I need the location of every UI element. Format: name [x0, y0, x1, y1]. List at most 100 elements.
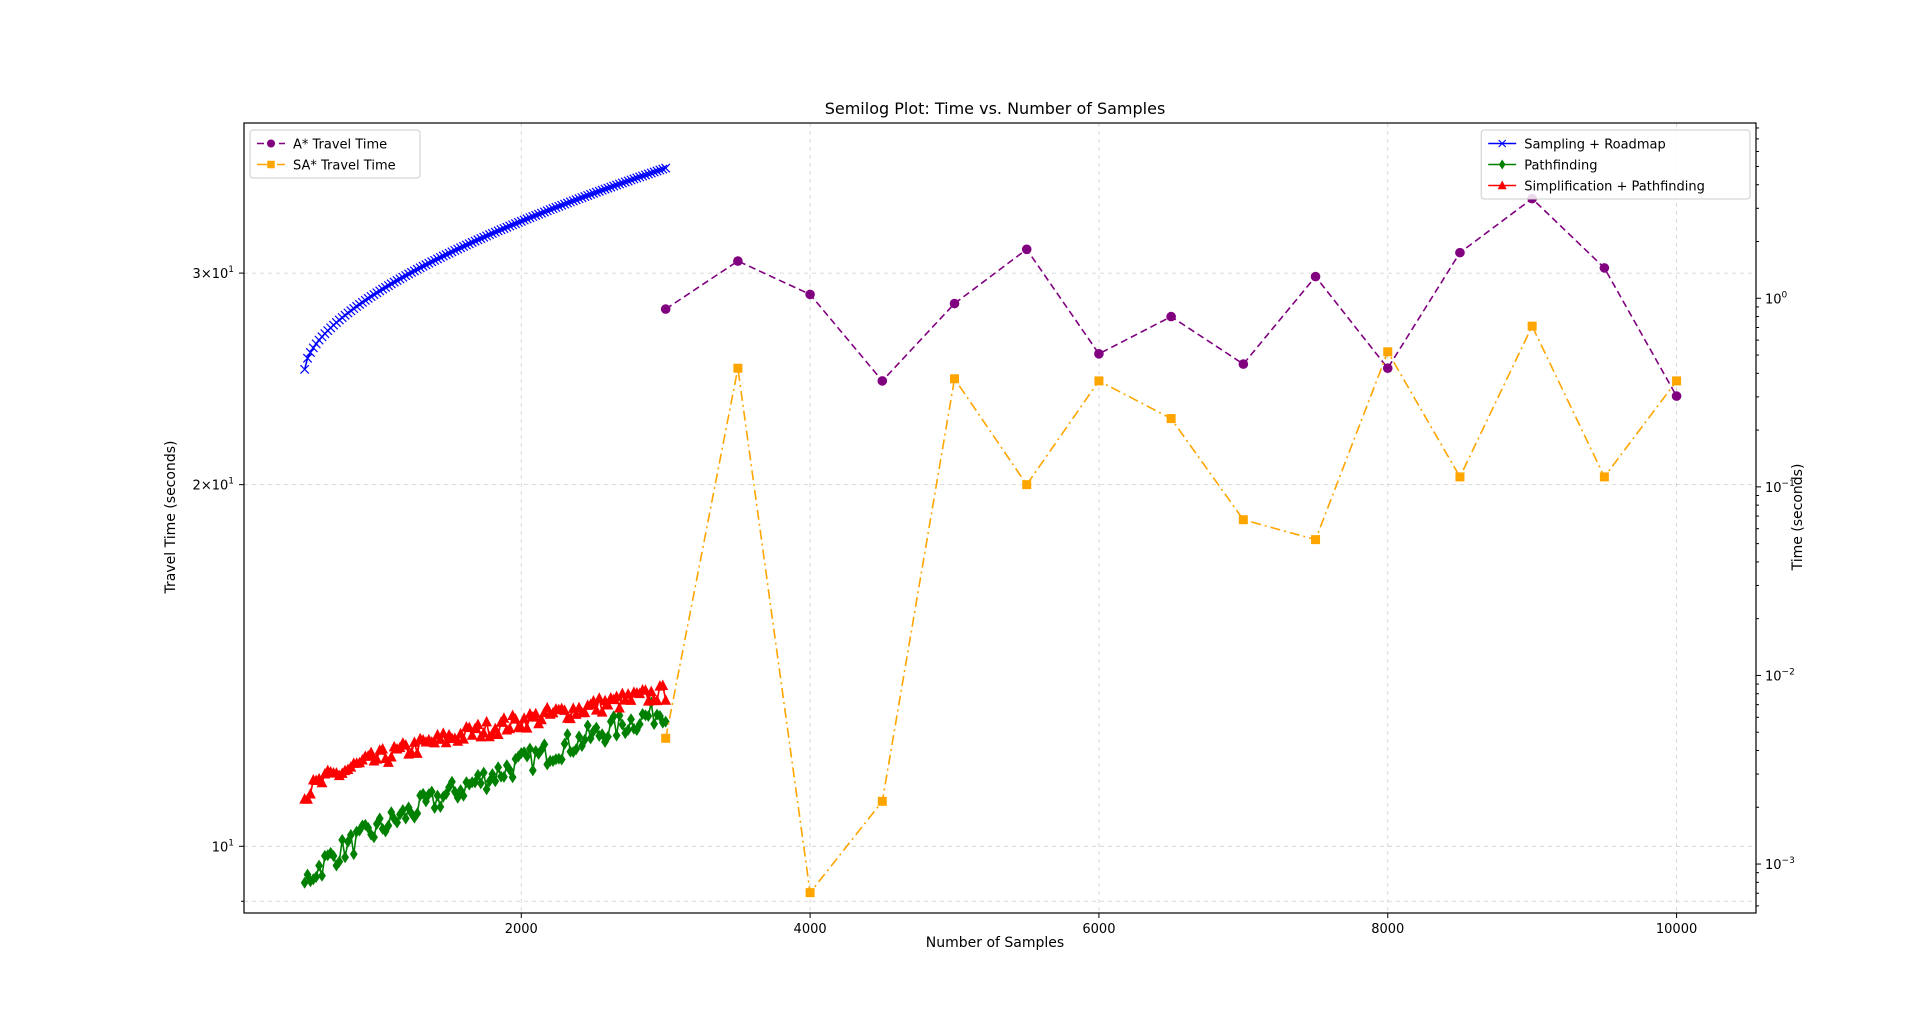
data-point	[548, 203, 558, 214]
data-point	[625, 694, 637, 705]
right-y-tick-label: 100	[1765, 290, 1788, 307]
data-point	[329, 850, 338, 863]
data-point	[526, 742, 534, 755]
data-point	[733, 256, 743, 266]
data-point	[655, 165, 665, 175]
x-tick-label: 4000	[794, 922, 827, 937]
data-point	[459, 789, 468, 802]
data-point	[471, 776, 479, 789]
x-marker-stroke	[430, 255, 440, 265]
data-point	[493, 226, 503, 236]
x-marker-stroke	[455, 243, 466, 253]
data-point	[418, 261, 428, 271]
x-marker-stroke	[620, 177, 630, 187]
data-point	[588, 188, 599, 198]
x-marker-stroke	[308, 343, 318, 353]
legend-entry: SA* Travel Time	[257, 159, 396, 174]
data-point	[464, 239, 474, 249]
x-marker-stroke	[614, 179, 625, 189]
data-point	[1455, 472, 1465, 482]
x-marker-stroke	[617, 178, 627, 188]
data-point	[609, 181, 619, 191]
data-point	[366, 291, 376, 302]
x-marker-stroke	[658, 164, 668, 174]
data-point	[574, 194, 584, 204]
data-point	[557, 200, 567, 210]
data-point	[487, 228, 498, 239]
x-marker-stroke	[585, 189, 596, 200]
data-point	[632, 173, 642, 183]
x-marker-stroke	[487, 228, 498, 239]
data-point	[400, 739, 412, 750]
data-point	[371, 753, 383, 764]
data-point	[540, 738, 549, 751]
data-point	[504, 722, 516, 734]
data-point	[424, 258, 434, 268]
x-marker-stroke	[600, 184, 610, 194]
x-marker-stroke	[597, 185, 607, 195]
data-point	[1238, 359, 1249, 369]
legend-label: Simplification + Pathfinding	[1524, 180, 1705, 195]
data-point	[461, 240, 472, 250]
data-point	[433, 789, 442, 802]
data-point	[510, 218, 521, 229]
x-marker-stroke	[398, 272, 408, 282]
data-point	[378, 822, 387, 835]
data-point	[429, 736, 441, 748]
data-point	[949, 298, 960, 309]
x-marker-stroke	[378, 284, 388, 294]
data-point	[498, 712, 510, 723]
x-marker-stroke	[655, 165, 665, 175]
x-marker-stroke	[302, 353, 313, 363]
data-point	[305, 347, 316, 358]
x-marker-stroke	[401, 270, 411, 281]
x-marker-stroke	[438, 251, 448, 261]
x-marker-stroke	[386, 279, 396, 289]
data-point	[316, 776, 328, 788]
data-point	[805, 289, 815, 300]
x-marker-stroke	[533, 209, 544, 219]
x-marker-stroke	[305, 347, 316, 358]
data-point	[505, 221, 515, 231]
legend-label: Pathfinding	[1524, 159, 1597, 174]
data-point	[661, 715, 670, 728]
x-marker-stroke	[427, 257, 437, 267]
data-point	[305, 788, 316, 799]
data-point	[409, 736, 420, 747]
data-point	[614, 701, 625, 713]
x-marker-stroke	[505, 221, 515, 231]
x-marker-stroke	[476, 233, 486, 244]
data-point	[401, 812, 410, 825]
data-point	[335, 855, 344, 868]
data-point	[518, 712, 530, 723]
data-point	[519, 215, 529, 225]
x-marker-stroke	[528, 211, 538, 222]
data-point	[346, 828, 355, 841]
data-point	[300, 364, 310, 374]
data-point	[341, 851, 349, 864]
x-marker-stroke	[591, 187, 601, 197]
data-point	[1166, 414, 1176, 424]
data-point	[536, 713, 547, 725]
data-point	[482, 783, 491, 796]
data-point	[441, 249, 451, 260]
data-point	[448, 775, 456, 788]
data-point	[551, 202, 561, 213]
data-point	[1021, 244, 1032, 255]
data-point	[603, 183, 613, 193]
data-point	[542, 206, 552, 216]
data-point	[411, 747, 423, 758]
data-point	[593, 692, 605, 703]
data-point	[357, 297, 368, 307]
data-point	[354, 299, 365, 309]
data-point	[500, 770, 508, 783]
data-point	[466, 729, 478, 740]
x-marker-stroke	[467, 237, 477, 248]
data-point	[492, 728, 504, 739]
data-point	[398, 272, 408, 282]
x-marker-stroke	[588, 188, 599, 198]
data-point	[406, 267, 417, 278]
legend-entry: Pathfinding	[1488, 159, 1598, 174]
data-point	[1166, 311, 1176, 322]
